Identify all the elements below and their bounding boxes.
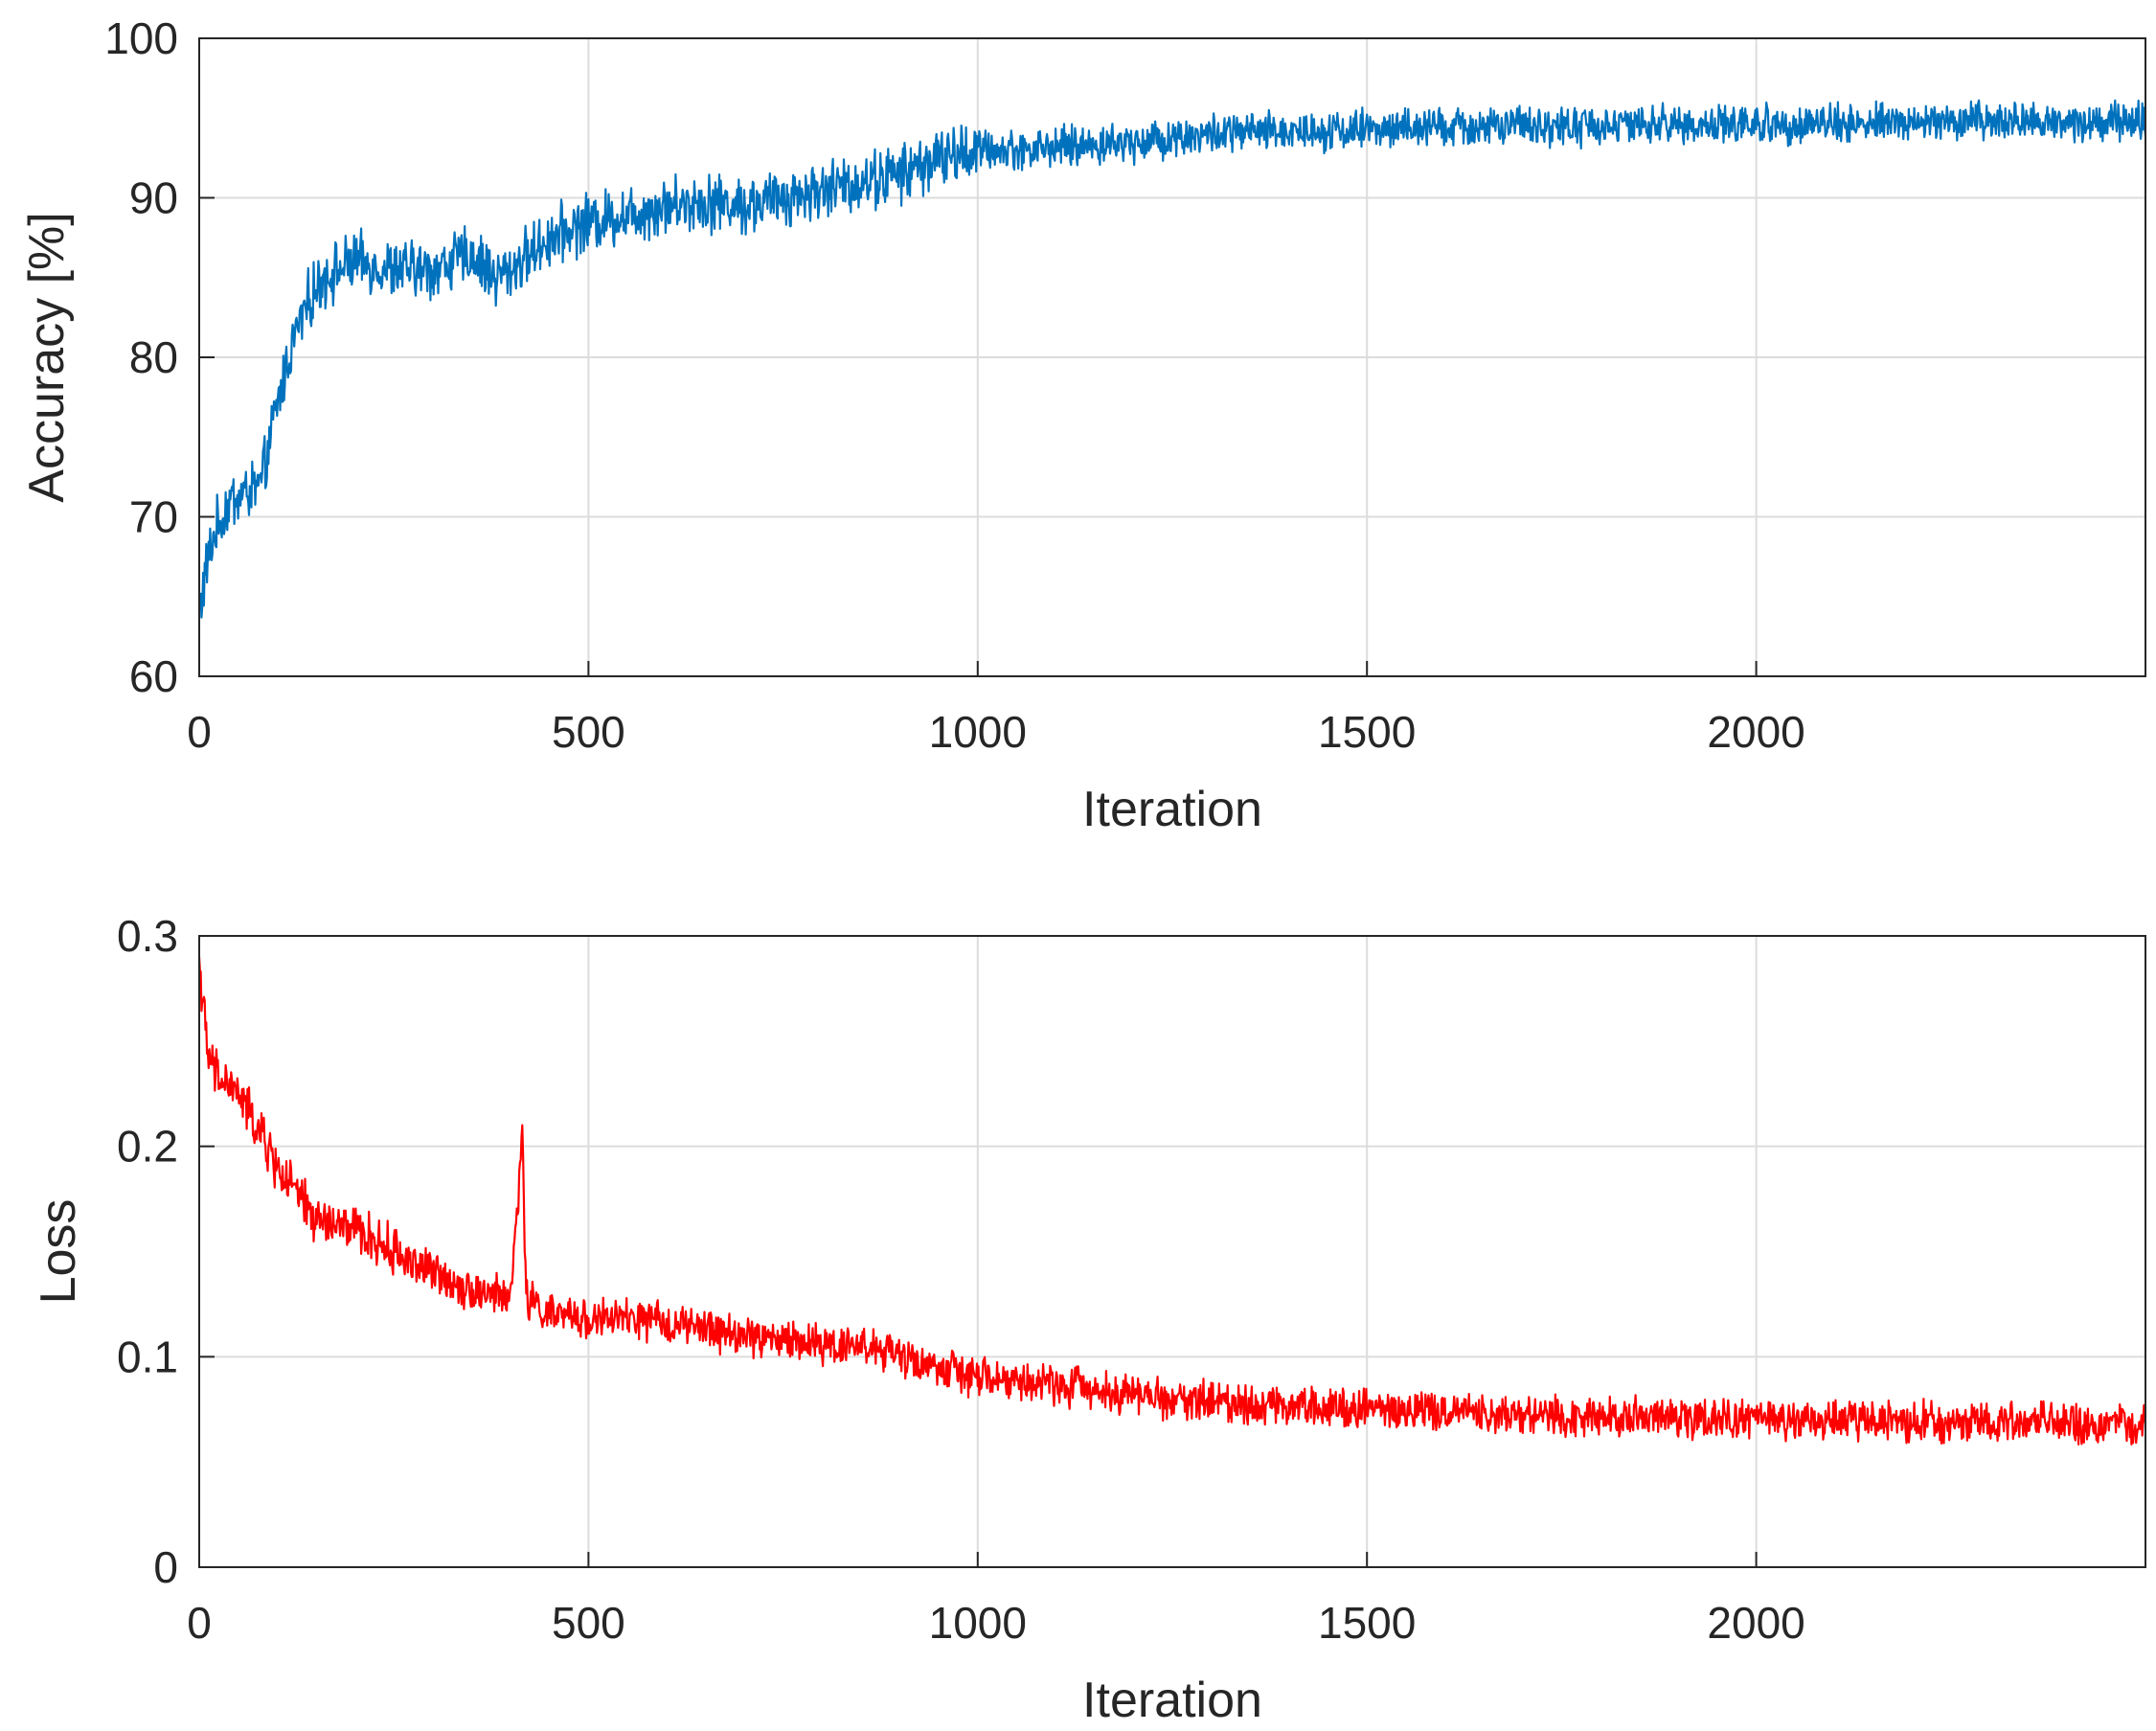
loss-y-tick-label: 0 <box>153 1542 178 1592</box>
loss-x-tick-label: 500 <box>552 1598 625 1648</box>
loss-chart: 0 500 1000 1500 2000 0 0.1 0.2 0.3 Iteration Los… <box>31 911 2147 1728</box>
accuracy-y-tick-label: 70 <box>129 492 178 542</box>
accuracy-series-group <box>197 99 2147 619</box>
accuracy-y-tick-label: 100 <box>104 13 178 63</box>
accuracy-series-line <box>197 99 2147 619</box>
loss-x-tick-label: 1500 <box>1318 1598 1416 1648</box>
accuracy-y-tick-label: 80 <box>129 332 178 382</box>
accuracy-x-axis-label: Iteration <box>1082 782 1262 837</box>
loss-plot-area <box>199 936 2145 1567</box>
accuracy-chart: 0 500 1000 1500 2000 60 70 80 90 100 Iteration Ac… <box>19 13 2147 837</box>
loss-y-tick-label: 0.2 <box>117 1122 178 1172</box>
accuracy-x-tick-label: 1500 <box>1318 707 1416 757</box>
accuracy-x-tick-label: 0 <box>187 707 212 757</box>
accuracy-ticks: 0 500 1000 1500 2000 60 70 80 90 100 <box>104 13 1805 757</box>
accuracy-x-tick-label: 1000 <box>929 707 1027 757</box>
loss-y-tick-label: 0.1 <box>117 1332 178 1381</box>
accuracy-x-tick-label: 2000 <box>1707 707 1804 757</box>
loss-x-tick-label: 0 <box>187 1598 212 1648</box>
accuracy-x-tick-label: 500 <box>552 707 625 757</box>
accuracy-y-tick-label: 60 <box>129 651 178 701</box>
loss-x-tick-label: 2000 <box>1707 1598 1804 1648</box>
loss-series-group <box>197 956 2147 1446</box>
loss-x-axis-label: Iteration <box>1082 1673 1262 1728</box>
accuracy-y-axis-label: Accuracy [%] <box>19 212 75 502</box>
loss-series-line <box>197 956 2147 1446</box>
loss-x-tick-label: 1000 <box>929 1598 1027 1648</box>
loss-y-axis-label: Loss <box>31 1199 86 1305</box>
loss-y-tick-label: 0.3 <box>117 911 178 961</box>
loss-ticks: 0 500 1000 1500 2000 0 0.1 0.2 0.3 <box>117 911 1805 1648</box>
accuracy-y-tick-label: 90 <box>129 173 178 223</box>
loss-axes-box <box>198 935 2146 1568</box>
accuracy-grid <box>199 38 2145 676</box>
